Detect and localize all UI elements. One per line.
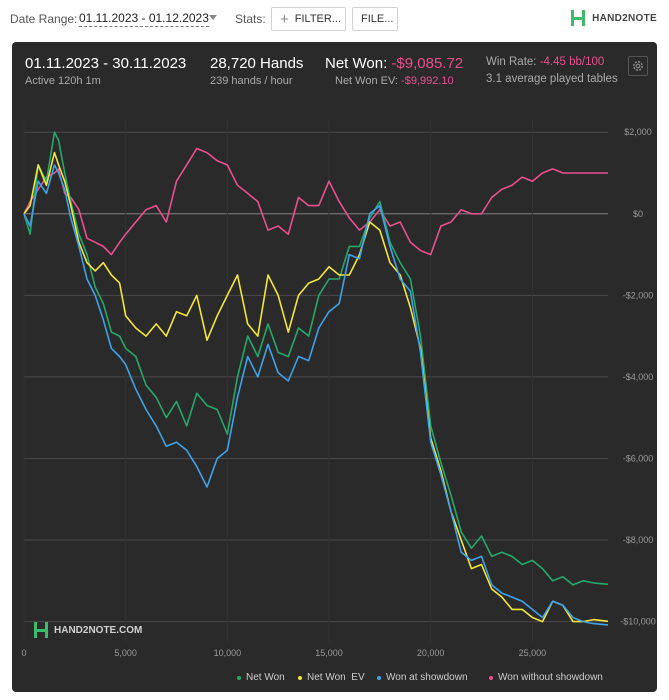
watermark-text: HAND2NOTE.COM [54,624,143,636]
series-line-won-without-showdown [23,147,608,256]
stats-label: Stats: [235,12,266,26]
net-won-ev-legend-label: Net Won EV [307,672,365,683]
y-tick-label: -$10,000 [620,617,656,627]
y-tick-label: $0 [633,209,643,219]
net-won-value: -$9,085.72 [391,55,464,72]
settings-button[interactable] [628,56,648,76]
x-tick-label: 15,000 [315,648,343,658]
filter-button-label: FILTER... [294,13,342,25]
gear-icon [633,61,643,71]
win-rate: Win Rate: -4.45 bb/100 [486,56,604,68]
toolbar: Date Range: 01.11.2023 - 01.12.2023 Stat… [0,0,669,38]
legend-won-at-showdown[interactable]: Won at showdown [377,672,468,683]
won-at-showdown-legend-label: Won at showdown [386,672,468,683]
y-tick-label: $2,000 [624,127,652,137]
chevron-down-icon[interactable] [209,15,217,20]
net-won-ev: Net Won EV: -$9,992.10 [335,75,454,87]
plus-icon: + [280,10,289,28]
x-tick-label: 25,000 [519,648,547,658]
win-rate-value: -4.45 bb/100 [539,56,605,68]
legend-net-won[interactable]: Net Won [237,672,285,683]
series-line-net-won-ev [23,151,609,623]
average-tables: 3.1 average played tables [486,73,618,85]
y-tick-label: -$4,000 [623,372,654,382]
watermark: HAND2NOTE.COM [32,620,142,640]
won-without-showdown-legend-dot [489,675,493,680]
net-won-ev-label: Net Won EV: [335,75,398,87]
hands-count: 28,720 Hands [210,55,304,72]
date-range-label: Date Range: [10,12,78,26]
chart-panel: 01.11.2023 - 30.11.2023 Active 120h 1m 2… [12,42,657,692]
active-time: Active 120h 1m [25,75,101,87]
net-won-ev-legend-dot [298,675,302,680]
x-tick-label: 5,000 [114,648,137,658]
net-won-label: Net Won: [325,55,388,72]
file-button[interactable]: FILE... [352,7,398,31]
date-range-select[interactable]: 01.11.2023 - 01.12.2023 [79,11,209,27]
filter-button[interactable]: + FILTER... [271,7,346,31]
legend-net-won-ev[interactable]: Net Won EV [298,672,365,683]
file-button-label: FILE... [361,13,394,25]
won-without-showdown-legend-label: Won without showdown [498,672,603,683]
won-at-showdown-legend-dot [377,675,381,680]
line-chart[interactable]: $2,000 $0 -$2,000 -$4,000 -$6,000 -$8,000 -$10… [12,42,657,692]
net-won: Net Won: -$9,085.72 [325,55,463,72]
x-tick-label: 20,000 [417,648,445,658]
win-rate-label: Win Rate: [486,56,537,68]
legend-won-without-showdown[interactable]: Won without showdown [489,672,603,683]
net-won-legend-dot [237,675,241,680]
series-line-net-won [23,131,609,586]
logo-text: HAND2NOTE [592,12,657,24]
y-tick-label: -$8,000 [623,535,654,545]
hand2note-logo-icon [571,10,586,26]
hand2note-logo[interactable]: HAND2NOTE [569,8,657,28]
hands-per-hour: 239 hands / hour [210,75,293,87]
y-tick-label: -$6,000 [623,453,654,463]
net-won-legend-label: Net Won [246,672,285,683]
hand2note-watermark-icon [34,622,48,638]
period-text: 01.11.2023 - 30.11.2023 [25,55,187,72]
net-won-ev-value: -$9,992.10 [401,75,454,87]
series-line-won-at-showdown [23,164,609,626]
x-tick-label: 10,000 [214,648,242,658]
x-tick-label: 0 [21,648,26,658]
y-tick-label: -$2,000 [623,290,654,300]
